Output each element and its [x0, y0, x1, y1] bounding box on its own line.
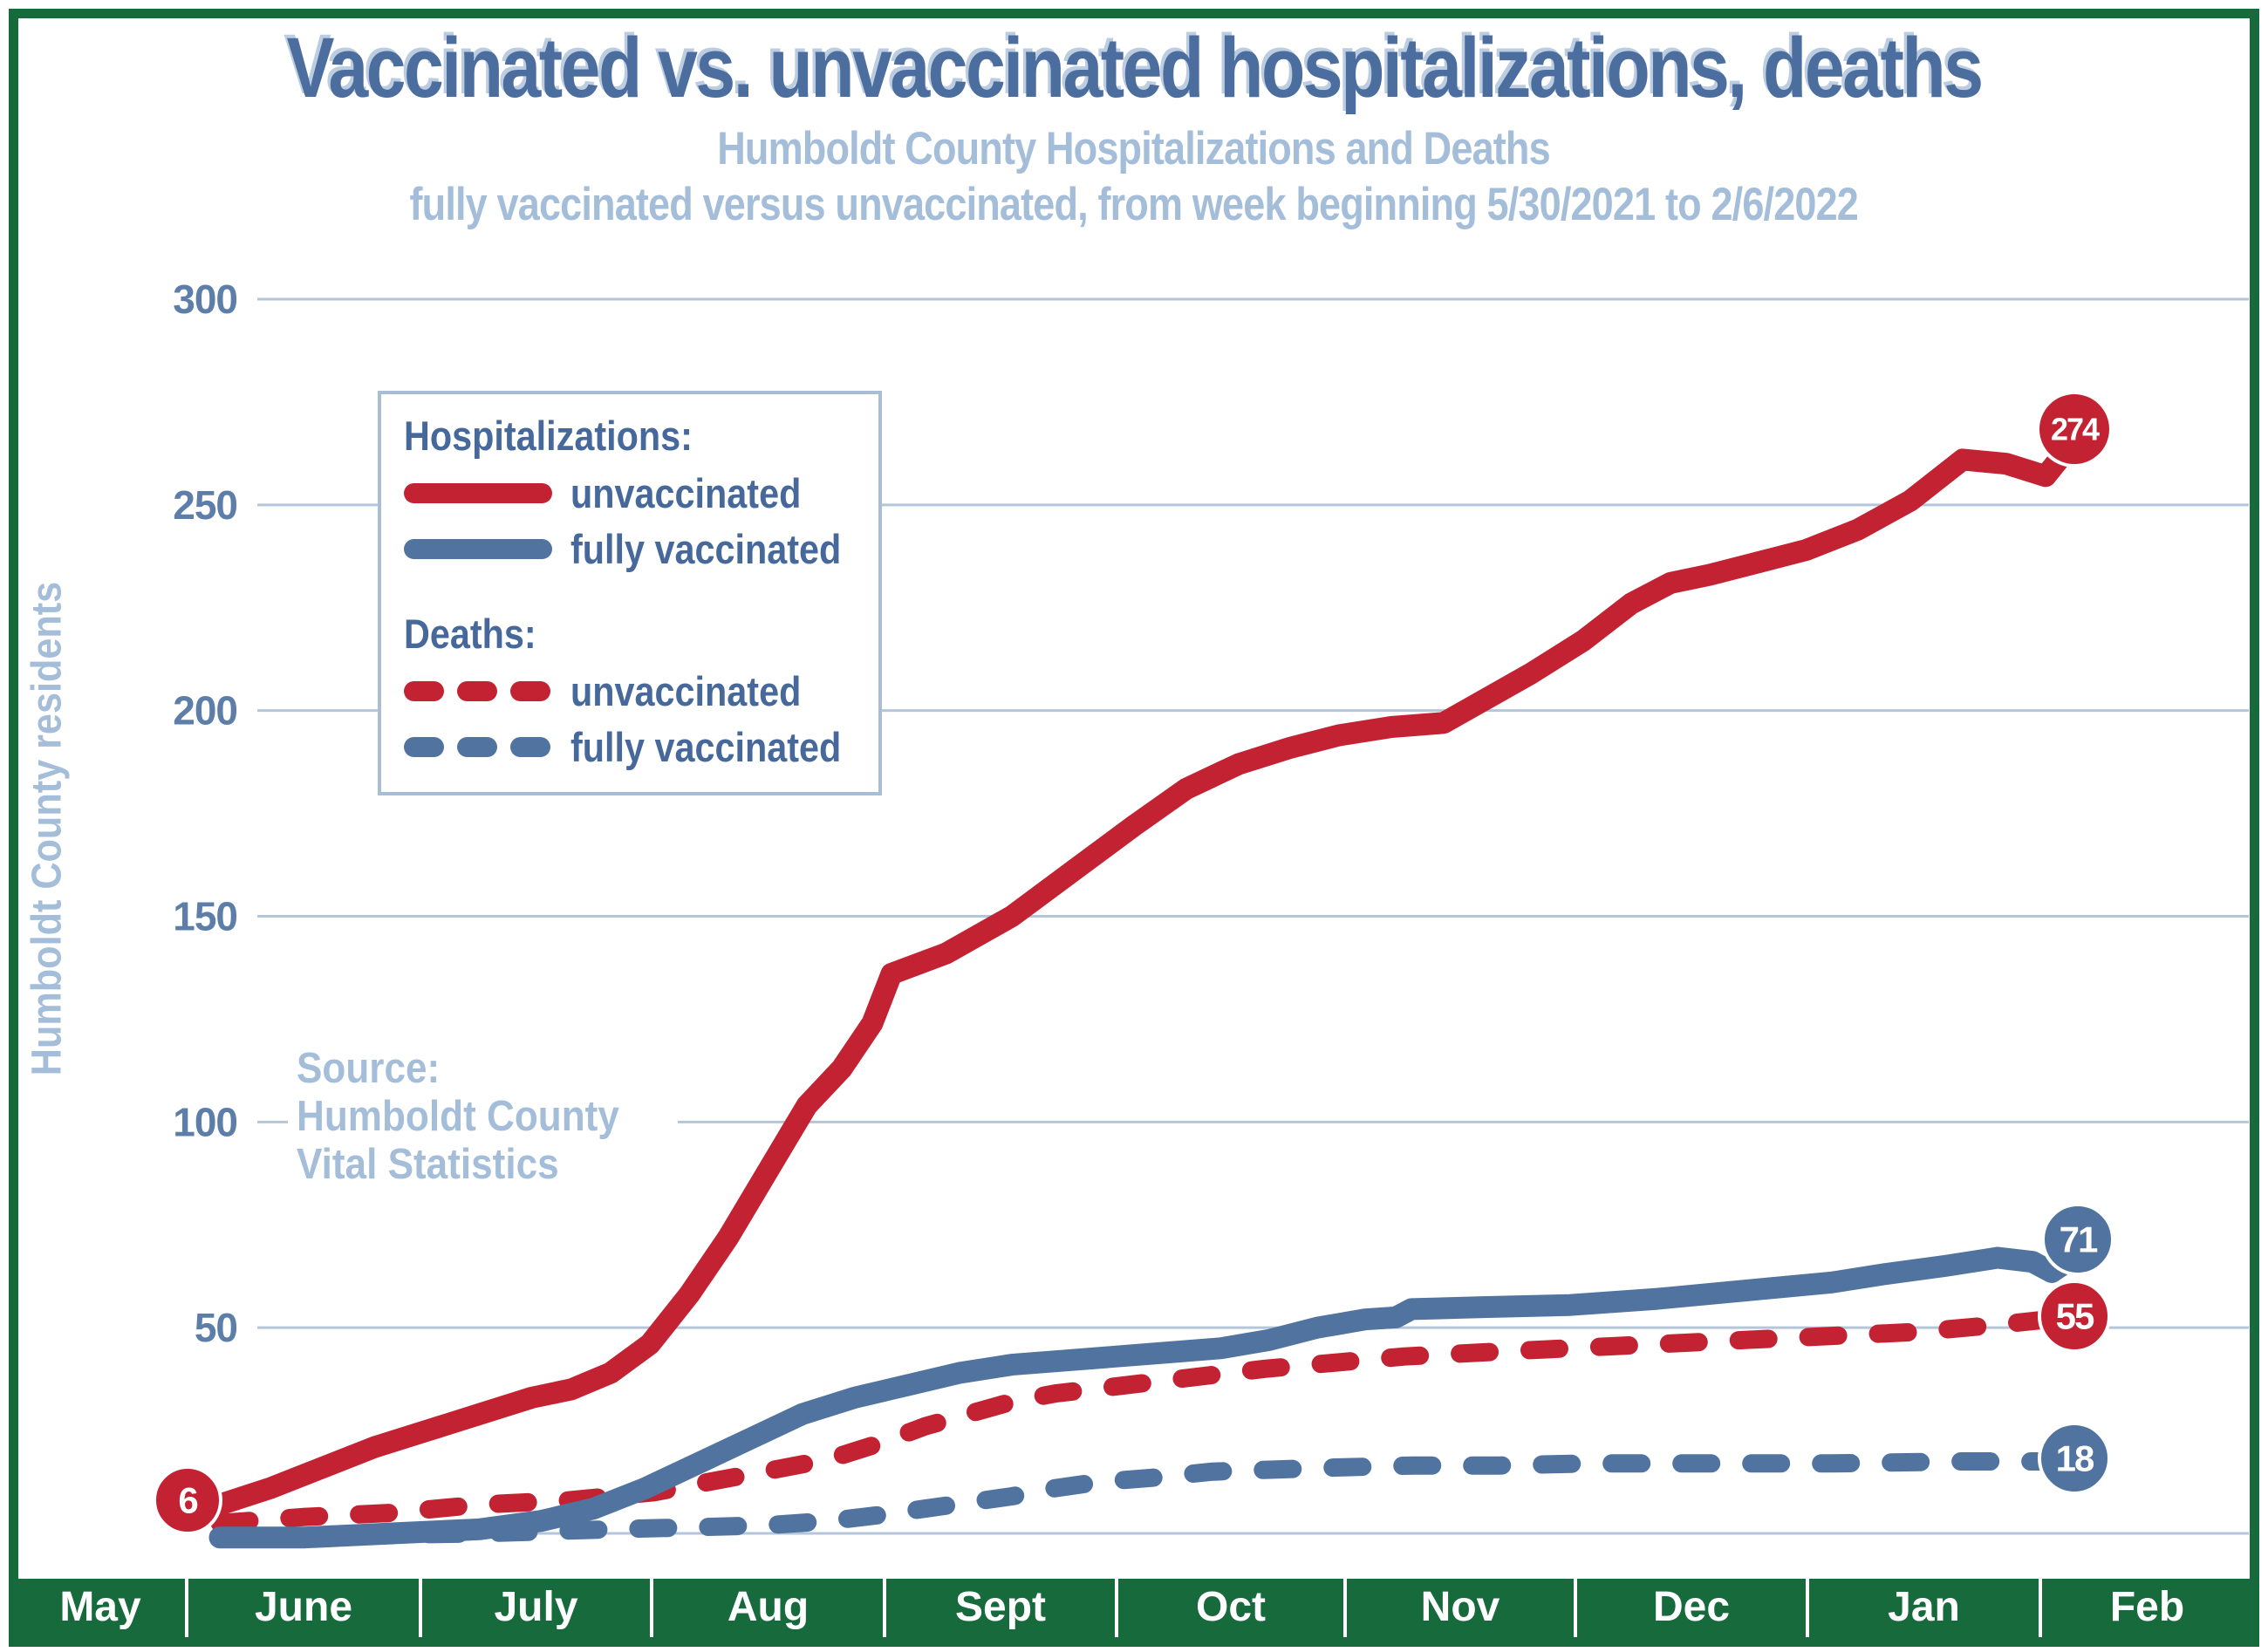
y-tick-label-100: 100	[173, 1099, 237, 1144]
legend-label: unvaccinated	[570, 667, 802, 714]
month-label-Nov: Nov	[1421, 1584, 1500, 1630]
series-hospitalizations-fully-vaccinated	[208, 1246, 2075, 1549]
month-cell-July	[422, 1579, 650, 1638]
value-badge-label-55: 55	[2056, 1296, 2094, 1337]
month-cell-Feb	[2042, 1579, 2252, 1638]
value-badge-label-274: 274	[2051, 412, 2100, 447]
month-label-Feb: Feb	[2110, 1584, 2184, 1630]
y-tick-label-50: 50	[195, 1305, 237, 1350]
legend-row-deaths-vaccinated: fully vaccinated	[404, 723, 878, 770]
month-cell-Nov	[1347, 1579, 1574, 1638]
month-label-Dec: Dec	[1653, 1584, 1730, 1630]
red-dashed-line-icon	[404, 680, 550, 701]
month-cell-Dec	[1577, 1579, 1806, 1638]
value-badge-6	[153, 1465, 222, 1535]
legend-hospitalizations-heading: Hospitalizations:	[404, 413, 693, 459]
source-note: Source: Humboldt County Vital Statistics	[288, 1040, 678, 1199]
chart-subtitle: Humboldt County Hospitalizations and Dea…	[717, 123, 1551, 174]
legend-row-hosp-vaccinated: fully vaccinated	[404, 525, 878, 572]
month-label-Jan: Jan	[1888, 1584, 1960, 1630]
value-badge-label-18: 18	[2056, 1438, 2094, 1479]
month-cell-Aug	[653, 1579, 883, 1638]
chart-subtitle-range: fully vaccinated versus unvaccinated, fr…	[409, 179, 1859, 230]
month-cell-May	[16, 1579, 185, 1638]
y-tick-label-150: 150	[173, 893, 237, 939]
series-hospitalizations-unvaccinated	[208, 444, 2073, 1516]
month-cell-June	[188, 1579, 419, 1638]
value-badge-71	[2041, 1203, 2114, 1276]
month-label-Aug: Aug	[728, 1584, 809, 1630]
y-tick-label-250: 250	[173, 482, 237, 528]
y-tick-label-200: 200	[173, 688, 237, 734]
value-badge-label-71: 71	[2060, 1219, 2098, 1260]
month-cell-Sept	[886, 1579, 1115, 1638]
month-label-Oct: Oct	[1196, 1584, 1266, 1630]
value-badge-18	[2038, 1422, 2111, 1495]
chart-legend: Hospitalizations: unvaccinated fully vac…	[378, 391, 882, 795]
blue-dashed-line-icon	[404, 736, 550, 757]
legend-row-deaths-unvaccinated: unvaccinated	[404, 667, 878, 714]
month-cell-Jan	[1809, 1579, 2039, 1638]
legend-label: fully vaccinated	[570, 525, 842, 572]
month-label-Sept: Sept	[955, 1584, 1046, 1630]
month-label-July: July	[494, 1584, 577, 1630]
month-label-June: June	[255, 1584, 352, 1630]
blue-solid-line-icon	[404, 538, 552, 559]
value-badge-label-6: 6	[178, 1480, 197, 1521]
y-axis-title: Humboldt County residents	[24, 581, 71, 1076]
value-badge-55	[2038, 1280, 2111, 1353]
legend-deaths-heading: Deaths:	[404, 611, 536, 657]
month-cell-Oct	[1118, 1579, 1343, 1638]
legend-row-hosp-unvaccinated: unvaccinated	[404, 469, 878, 516]
legend-label: fully vaccinated	[570, 723, 842, 770]
y-tick-label-300: 300	[173, 276, 237, 322]
value-badge-274	[2036, 391, 2113, 468]
month-label-May: May	[59, 1584, 141, 1630]
legend-label: unvaccinated	[570, 469, 802, 516]
red-solid-line-icon	[404, 482, 552, 503]
series-deaths-fully-vaccinated	[210, 1452, 2053, 1547]
page-title: Vaccinated vs. unvaccinated hospitalizat…	[286, 20, 1984, 115]
